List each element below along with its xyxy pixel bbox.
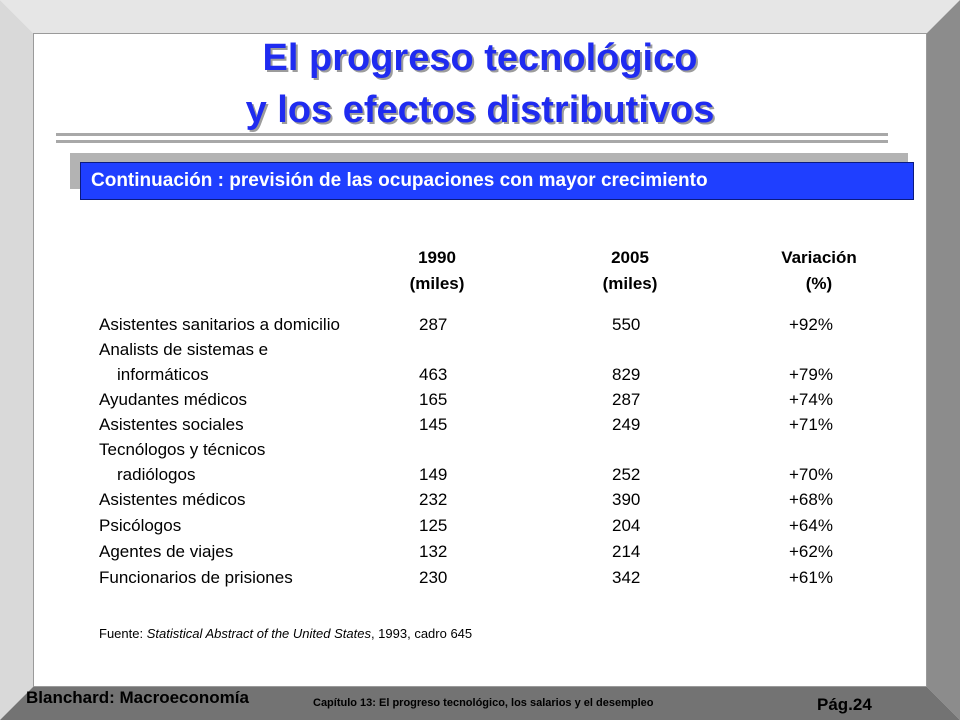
slide-title-line1: El progreso tecnológico (262, 37, 698, 79)
source-prefix: Fuente: (99, 626, 147, 641)
slide-title-line2: y los efectos distributivos (245, 89, 715, 131)
subtitle-banner: Continuación : previsión de las ocupacio… (80, 162, 914, 200)
value-2005: 829 (612, 365, 641, 384)
value-change: +64% (789, 516, 833, 535)
footer-page-number: Pág.24 (817, 695, 872, 714)
footer-book: Blanchard: Macroeconomía (26, 688, 249, 707)
header-2005-unit: (miles) (602, 274, 658, 293)
value-change: +70% (789, 465, 833, 484)
occupation-label-cont: radiólogos (117, 465, 196, 484)
value-1990: 125 (419, 516, 448, 535)
occupation-label: Psicólogos (99, 516, 182, 535)
value-change: +92% (789, 315, 833, 334)
header-variation: Variación (781, 248, 857, 267)
value-1990: 149 (419, 465, 448, 484)
value-2005: 342 (612, 568, 641, 587)
occupation-label: Agentes de viajes (99, 542, 234, 561)
value-1990: 132 (419, 542, 448, 561)
value-1990: 230 (419, 568, 448, 587)
frame-left-bevel (0, 0, 34, 720)
occupation-label: Ayudantes médicos (99, 390, 248, 409)
occupation-label: Asistentes sanitarios a domicilio (99, 315, 340, 334)
value-1990: 232 (419, 490, 448, 509)
occupation-label-cont: informáticos (117, 365, 209, 384)
occupation-label: Analists de sistemas e (99, 340, 269, 359)
value-2005: 249 (612, 415, 641, 434)
value-change: +71% (789, 415, 833, 434)
footer-chapter: Capítulo 13: El progreso tecnológico, lo… (313, 697, 654, 709)
header-1990-unit: (miles) (409, 274, 465, 293)
value-1990: 287 (419, 315, 448, 334)
value-2005: 214 (612, 542, 641, 561)
value-2005: 390 (612, 490, 641, 509)
value-change: +61% (789, 568, 833, 587)
source-note: Fuente: Statistical Abstract of the Unit… (99, 626, 472, 641)
title-divider (56, 133, 888, 136)
source-title: Statistical Abstract of the United State… (146, 626, 371, 641)
value-1990: 165 (419, 390, 448, 409)
title-divider-secondary (56, 140, 888, 143)
value-change: +79% (789, 365, 833, 384)
value-2005: 550 (612, 315, 641, 334)
header-2005: 2005 (611, 248, 649, 267)
value-change: +62% (789, 542, 833, 561)
occupation-label: Funcionarios de prisiones (99, 568, 293, 587)
occupation-label: Tecnólogos y técnicos (99, 440, 266, 459)
header-1990: 1990 (418, 248, 456, 267)
source-suffix: , 1993, cadro 645 (370, 626, 473, 641)
value-change: +74% (789, 390, 833, 409)
frame-right-bevel (926, 0, 960, 720)
value-1990: 463 (419, 365, 448, 384)
frame-bottom-bevel (0, 686, 960, 720)
occupation-label: Asistentes sociales (99, 415, 244, 434)
value-2005: 287 (612, 390, 641, 409)
value-2005: 204 (612, 516, 641, 535)
value-2005: 252 (612, 465, 641, 484)
frame-top-bevel (0, 0, 960, 34)
occupation-label: Asistentes médicos (99, 490, 246, 509)
value-1990: 145 (419, 415, 448, 434)
value-change: +68% (789, 490, 833, 509)
header-variation-unit: (%) (805, 274, 833, 293)
